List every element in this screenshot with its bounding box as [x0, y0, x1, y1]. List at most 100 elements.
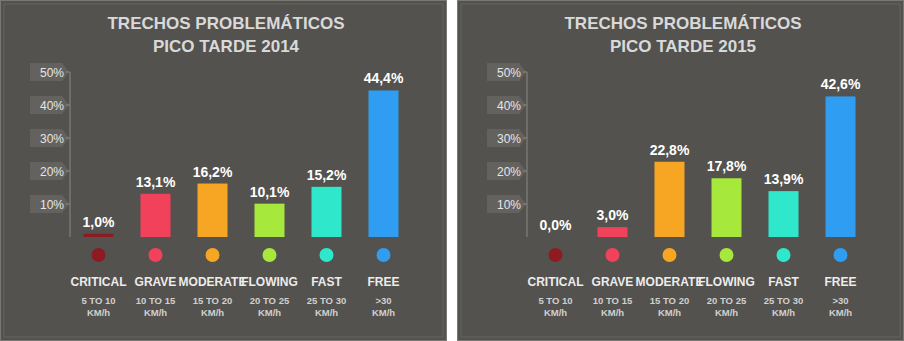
category-note-line: KM/h — [315, 307, 338, 318]
category-note: 10 TO 15KM/h — [593, 295, 633, 318]
category-note-line: KM/h — [201, 307, 224, 318]
tick-tab — [30, 96, 69, 114]
y-tick — [523, 204, 527, 205]
y-tick-label: 10% — [497, 198, 521, 212]
chart-panel: TRECHOS PROBLEMÁTICOS PICO TARDE 2015 10% 2… — [458, 1, 904, 341]
y-tick — [523, 171, 527, 172]
chart-subtitle: PICO TARDE 2014 — [153, 37, 300, 56]
y-tick-label: 20% — [40, 165, 64, 179]
category-dot — [720, 248, 734, 262]
chart-subtitle: PICO TARDE 2015 — [610, 37, 756, 56]
category-dot — [149, 248, 163, 262]
chart-title: TRECHOS PROBLEMÁTICOS — [564, 14, 801, 33]
data-label: 44,4% — [364, 70, 404, 86]
category-note-line: KM/h — [658, 307, 681, 318]
category-note-line: 20 TO 25 — [707, 295, 747, 306]
y-tick-label: 30% — [497, 132, 521, 146]
data-label: 1,0% — [83, 214, 115, 230]
category-note-line: 5 TO 10 — [538, 295, 572, 306]
y-tick — [66, 138, 70, 139]
x-tick-label: FREE — [824, 275, 856, 289]
category-note: 15 TO 20KM/h — [650, 295, 689, 318]
y-tick-label: 10% — [40, 198, 64, 212]
y-tick — [66, 72, 70, 73]
x-tick-label: GRAVE — [592, 275, 634, 289]
x-tick-label: FLOWING — [698, 275, 755, 289]
y-tick-label: 50% — [40, 66, 64, 80]
data-label: 10,1% — [250, 184, 290, 200]
bar — [598, 227, 628, 237]
data-label: 13,1% — [136, 174, 176, 190]
y-tick-label: 30% — [40, 132, 64, 146]
tick-tab — [487, 129, 526, 147]
category-note: 25 TO 30KM/h — [764, 295, 803, 318]
y-tick-label: 20% — [497, 165, 521, 179]
data-label: 13,9% — [764, 171, 804, 187]
category-note: 20 TO 25KM/h — [250, 295, 290, 318]
category-note-line: 20 TO 25 — [250, 295, 290, 306]
category-note-line: 10 TO 15 — [593, 295, 633, 306]
category-dot — [377, 248, 391, 262]
panel-frame — [461, 4, 900, 337]
bar — [826, 96, 856, 237]
y-tick-label: 40% — [497, 99, 521, 113]
x-tick-label: MODERATE — [179, 275, 247, 289]
bar — [541, 237, 571, 238]
category-note: >30KM/h — [372, 295, 395, 318]
bar — [769, 191, 799, 237]
category-note-line: KM/h — [144, 307, 167, 318]
category-note-line: 15 TO 20 — [650, 295, 689, 306]
category-note: 15 TO 20KM/h — [193, 295, 232, 318]
category-note: 20 TO 25KM/h — [707, 295, 747, 318]
tick-tab — [30, 63, 69, 81]
y-tick — [523, 138, 527, 139]
x-tick-label: CRITICAL — [71, 275, 127, 289]
tick-tab — [30, 162, 69, 180]
figure: TRECHOS PROBLEMÁTICOS PICO TARDE 2014 10% 2… — [0, 0, 904, 341]
category-note-line: KM/h — [601, 307, 624, 318]
bar — [712, 178, 742, 237]
y-tick — [66, 105, 70, 106]
bar — [655, 162, 685, 237]
category-note-line: KM/h — [829, 307, 852, 318]
bars — [84, 90, 399, 237]
category-note: 10 TO 15KM/h — [136, 295, 176, 318]
chart-panel: TRECHOS PROBLEMÁTICOSPICO TARDE 201410%2… — [1, 1, 447, 341]
category-dot — [320, 248, 334, 262]
y-tick — [66, 204, 70, 205]
y-tick-label: 40% — [40, 99, 64, 113]
category-note-line: 5 TO 10 — [81, 295, 115, 306]
panel-background — [458, 1, 904, 341]
category-dot — [606, 248, 620, 262]
tick-tab — [30, 129, 69, 147]
x-tick-label: FLOWING — [241, 275, 298, 289]
tick-tab — [487, 195, 526, 213]
bar — [255, 204, 285, 237]
category-note-line: KM/h — [772, 307, 795, 318]
y-tick — [523, 105, 527, 106]
category-note-line: 10 TO 15 — [136, 295, 176, 306]
x-tick-label: FAST — [311, 275, 342, 289]
category-dot — [777, 248, 791, 262]
x-tick-label: FAST — [768, 275, 799, 289]
y-tick-label: 50% — [497, 66, 521, 80]
category-dot — [206, 248, 220, 262]
category-note-line: KM/h — [544, 307, 567, 318]
category-note-line: KM/h — [372, 307, 395, 318]
category-dot — [263, 248, 277, 262]
category-note: 5 TO 10KM/h — [81, 295, 115, 318]
data-label: 42,6% — [821, 76, 861, 92]
category-note-line: >30 — [832, 295, 848, 306]
data-label: 0,0% — [540, 217, 572, 233]
category-note-line: 25 TO 30 — [307, 295, 346, 306]
x-tick-label: CRITICAL — [528, 275, 584, 289]
tick-tab — [487, 63, 526, 81]
bar — [141, 194, 171, 237]
data-label: 17,8% — [707, 158, 747, 174]
x-tick-label: MODERATE — [636, 275, 704, 289]
category-note-line: 25 TO 30 — [764, 295, 803, 306]
category-note-line: 15 TO 20 — [193, 295, 232, 306]
x-tick-label: FREE — [367, 275, 399, 289]
panel-frame — [4, 4, 443, 337]
data-label: 15,2% — [307, 167, 347, 183]
